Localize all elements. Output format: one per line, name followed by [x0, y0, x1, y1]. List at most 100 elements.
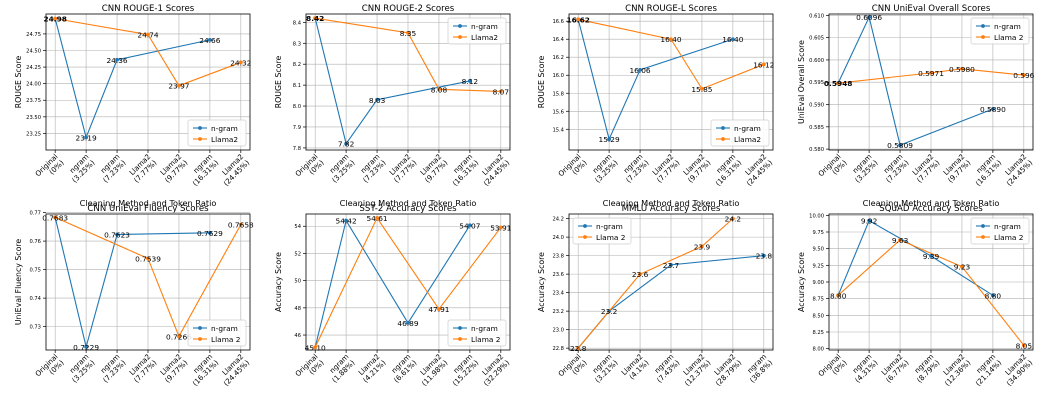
- chart-panel-7: SQuAD Accuracy Scores 8.00 8.25 8.50 8.75 9.0…: [797, 204, 1034, 388]
- legend: n-gram Llama 2: [187, 319, 247, 347]
- legend-marker-ngram: [458, 24, 462, 28]
- series-line-ngram: [54, 217, 210, 348]
- data-point-ngram: [990, 293, 995, 298]
- data-point-llama: [313, 16, 318, 21]
- data-point-llama: [1021, 73, 1026, 77]
- x-tick-label: Llama2(7.77%): [909, 152, 942, 185]
- legend-label: n-gram: [471, 22, 498, 31]
- y-tick-label: 48: [294, 306, 301, 312]
- data-point-ngram: [115, 57, 119, 62]
- series-line-llama: [55, 18, 242, 87]
- legend-label: Llama 2: [211, 335, 240, 344]
- y-axis-label: Accuracy Score: [797, 252, 806, 312]
- series-line-llama: [837, 239, 1025, 346]
- data-point-ngram: [867, 15, 872, 20]
- data-label: 0.5971: [918, 69, 944, 78]
- series-line-llama: [578, 18, 765, 90]
- data-label: 0.6096: [856, 13, 882, 22]
- data-point-llama: [700, 244, 704, 249]
- x-tick-label: Original(0%): [293, 152, 325, 184]
- data-label: 23.8: [756, 252, 773, 261]
- legend-marker-llama: [198, 337, 202, 341]
- x-tick-label: Llama2(9.77%): [940, 152, 973, 185]
- data-label: 23.6: [632, 270, 649, 279]
- data-label: 16.06: [629, 66, 650, 75]
- y-tick-label: 8.25: [812, 330, 824, 336]
- data-label: 0.5809: [887, 141, 913, 150]
- data-point-llama: [177, 83, 181, 88]
- data-point-ngram: [207, 37, 212, 42]
- data-label: 0.7539: [135, 254, 161, 263]
- chart-title: CNN ROUGE-L Scores: [625, 4, 717, 14]
- y-tick-label: 24.0: [552, 235, 564, 241]
- legend-label: Llama2: [211, 135, 238, 144]
- chart-panel-1: CNN ROUGE-2 Scores 7.8 7.9 8.0 8.1 8.2 8.3 8.4 O…: [274, 4, 511, 208]
- x-tick-label: ngram(3.25%): [324, 152, 357, 185]
- x-tick-label: Llama2(6.77%): [878, 352, 911, 385]
- y-tick-label: 8.1: [293, 83, 301, 89]
- data-label: 22.8: [570, 344, 587, 353]
- y-tick-label: 0.76: [29, 239, 41, 245]
- data-label: 24.32: [230, 58, 251, 67]
- chart-title: CNN ROUGE-1 Scores: [102, 4, 195, 14]
- y-axis-label: Accuracy Score: [274, 252, 283, 312]
- x-tick-label: ngram(7.43%): [649, 352, 682, 385]
- data-label: 9.63: [892, 236, 909, 245]
- data-point-llama: [313, 345, 318, 350]
- data-point-llama: [53, 215, 58, 220]
- data-point-ngram: [344, 141, 349, 146]
- x-tick-label: Llama2(24.45%): [216, 152, 252, 188]
- legend-marker-llama: [981, 235, 985, 239]
- data-point-ngram: [929, 254, 933, 258]
- y-tick-label: 0.610: [809, 13, 824, 19]
- y-tick-label: 8.75: [812, 297, 824, 303]
- y-tick-label: 24.25: [26, 65, 41, 71]
- x-tick-label: Llama2(24.45%): [999, 152, 1035, 188]
- y-tick-label: 24.2: [552, 217, 564, 223]
- x-tick-label: Llama2(7.77%): [126, 152, 159, 185]
- y-tick-label: 0.590: [809, 103, 824, 109]
- data-point-ngram: [115, 232, 119, 237]
- data-label: 54.42: [336, 217, 357, 226]
- x-tick-label: ngram(3.25%): [847, 152, 880, 185]
- data-point-llama: [700, 86, 704, 91]
- y-tick-label: 24.75: [26, 32, 41, 38]
- data-point-llama: [498, 89, 503, 94]
- x-tick-label: Original(0%): [556, 352, 588, 384]
- y-tick-label: 9.75: [812, 230, 824, 236]
- y-tick-label: 16.0: [552, 73, 564, 79]
- data-label: 46.89: [397, 319, 418, 328]
- y-tick-label: 0.595: [809, 80, 824, 86]
- x-tick-label: ngram(16.31%): [708, 152, 744, 188]
- legend-marker-ngram: [583, 224, 587, 228]
- chart-panel-3: CNN UniEval Overall Scores 0.580 0.585 0.59…: [797, 4, 1035, 208]
- legend: n-gram Llama2: [187, 119, 247, 147]
- legend: n-gram Llama 2: [572, 217, 632, 245]
- y-axis-label: UniEval Fluency Score: [14, 239, 23, 326]
- data-label: 7.82: [338, 140, 354, 149]
- data-point-llama: [836, 81, 841, 86]
- x-tick-label: ngram(3.21%): [587, 352, 620, 385]
- data-point-ngram: [761, 253, 766, 258]
- y-tick-label: 8.0: [293, 104, 301, 110]
- data-point-llama: [929, 70, 933, 75]
- data-label: 53.91: [490, 223, 511, 232]
- y-tick-label: 8.4: [293, 20, 302, 26]
- y-tick-label: 15.6: [552, 109, 564, 115]
- y-axis-label: ROUGE Score: [14, 56, 23, 109]
- data-label: 23.7: [663, 261, 680, 270]
- y-tick-label: 16.6: [552, 19, 564, 25]
- data-label: 8.80: [830, 291, 847, 300]
- x-tick-label: ngram(15.22%): [445, 352, 481, 388]
- legend-label: n-gram: [211, 124, 238, 133]
- data-point-llama: [53, 16, 58, 21]
- y-tick-label: 9.00: [812, 280, 824, 286]
- x-tick-label: Llama2(9.77%): [680, 152, 713, 185]
- y-tick-label: 0.605: [809, 36, 824, 42]
- data-point-llama: [146, 256, 150, 261]
- chart-title: CNN ROUGE-2 Scores: [362, 4, 455, 14]
- data-label: 16.40: [660, 35, 681, 44]
- data-label: 8.03: [369, 96, 386, 105]
- x-tick-label: ngram(16.31%): [185, 152, 221, 188]
- y-tick-label: 54: [294, 224, 301, 230]
